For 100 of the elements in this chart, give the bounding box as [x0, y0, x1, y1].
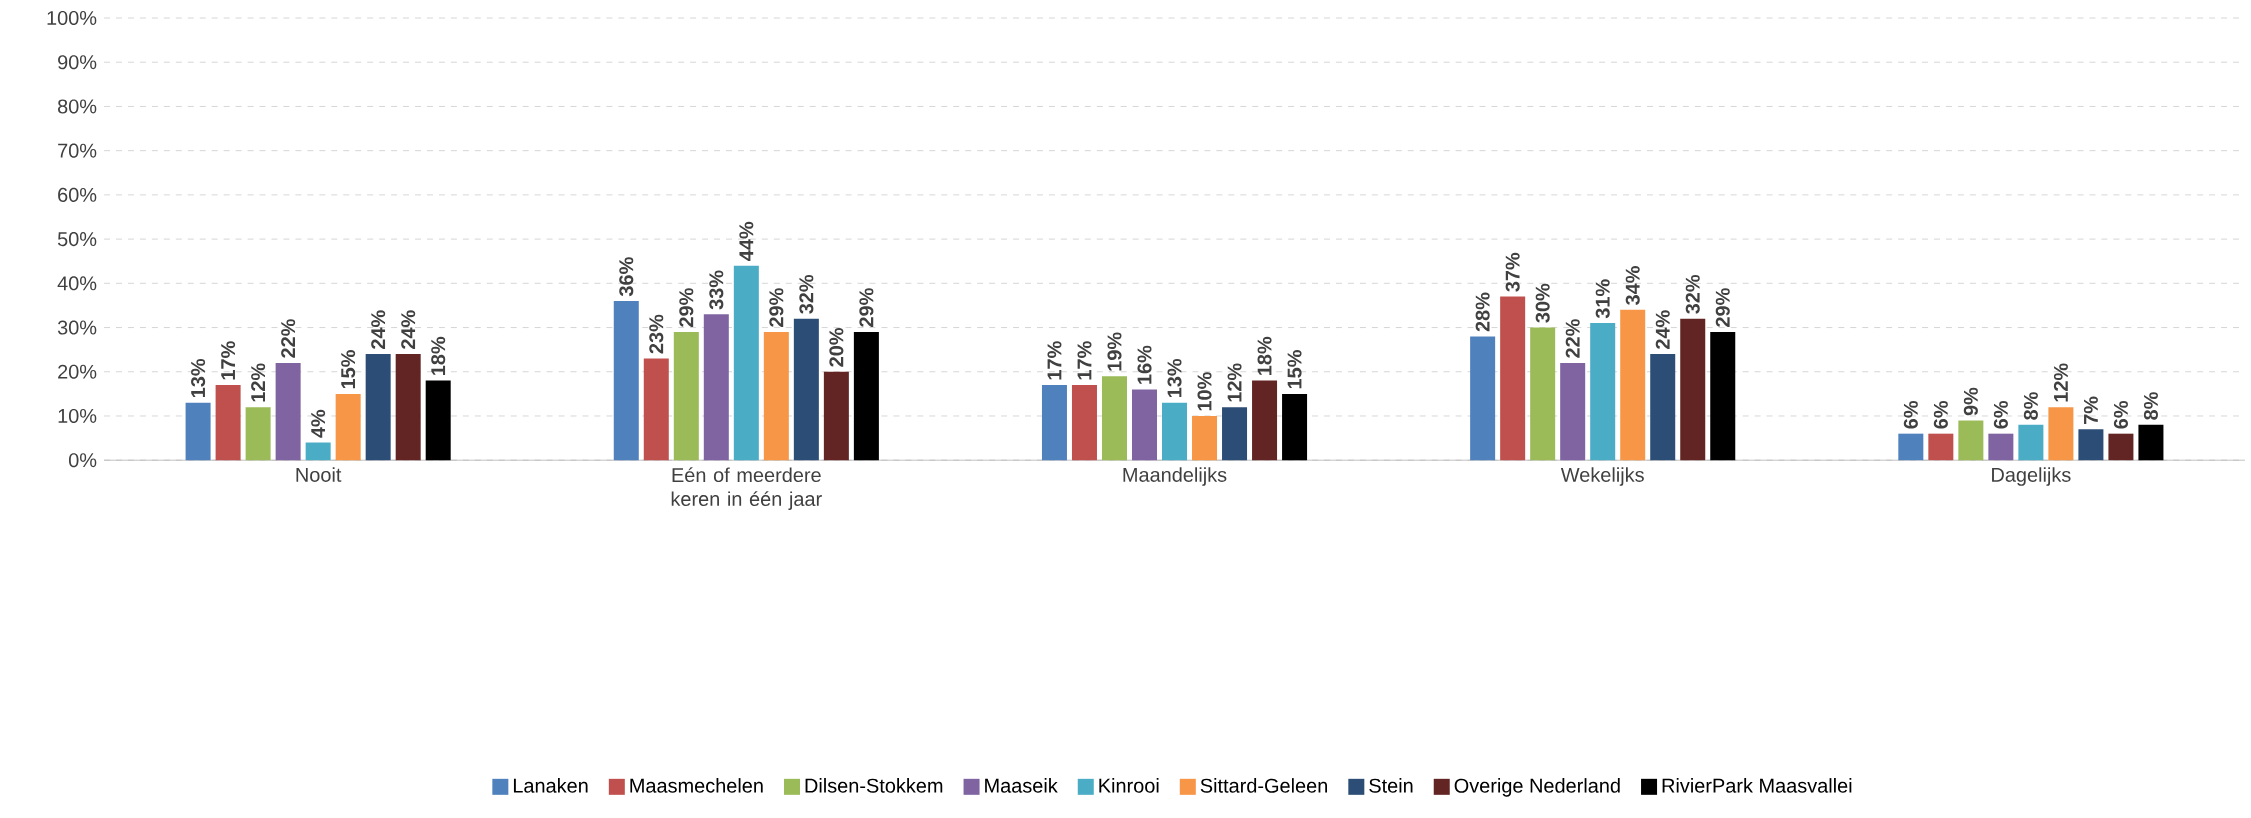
data-label: 19% — [1107, 332, 1122, 371]
legend-label: Maasmechelen — [630, 777, 763, 793]
bar — [853, 331, 879, 461]
bar — [245, 406, 271, 461]
bar — [395, 353, 421, 461]
bar — [275, 362, 301, 461]
data-label: 29% — [769, 288, 784, 327]
data-label: 8% — [2023, 391, 2038, 420]
bar — [1282, 393, 1308, 461]
bar — [1590, 322, 1616, 461]
bar — [763, 331, 789, 461]
y-tick-label: 70% — [58, 143, 97, 158]
bar — [2108, 433, 2134, 461]
data-label: 6% — [1933, 400, 1948, 429]
legend-label: Maaseik — [985, 777, 1058, 793]
bar — [1132, 389, 1158, 461]
y-tick-label: 20% — [58, 364, 97, 379]
bar — [1530, 327, 1556, 461]
bar — [1470, 336, 1496, 461]
bar — [733, 265, 759, 461]
bar — [1928, 433, 1954, 461]
data-label: 7% — [2083, 396, 2098, 424]
data-label: 13% — [191, 358, 206, 397]
data-label: 37% — [1505, 252, 1520, 292]
data-label: 12% — [1227, 363, 1242, 402]
legend-label: Sittard-Geleen — [1200, 777, 1328, 793]
data-label: 12% — [2053, 363, 2068, 402]
x-tick-label: Wekelijks — [1560, 467, 1644, 486]
bar — [335, 393, 361, 461]
legend-label: Lanaken — [513, 777, 588, 793]
data-label: 17% — [221, 341, 236, 380]
y-tick-label: 60% — [58, 187, 97, 202]
data-label: 29% — [859, 288, 874, 327]
bar — [823, 371, 849, 461]
data-label: 4% — [311, 409, 326, 438]
bar — [2018, 424, 2044, 461]
data-label: 6% — [1993, 400, 2008, 429]
data-label: 30% — [1535, 283, 1550, 323]
legend-label: Kinrooi — [1099, 777, 1159, 793]
y-tick-label: 50% — [57, 231, 97, 246]
data-label: 28% — [1475, 292, 1490, 332]
bar — [2048, 406, 2074, 461]
bar — [613, 300, 639, 461]
bar — [673, 331, 699, 461]
y-tick-label: 0% — [68, 452, 97, 468]
bar — [1500, 296, 1526, 461]
bar — [793, 318, 819, 461]
y-tick-label: 90% — [58, 55, 97, 70]
data-label: 34% — [1625, 265, 1640, 305]
y-tick-label: 80% — [57, 99, 97, 114]
legend-label: Dilsen-Stokkem — [805, 777, 943, 793]
bar — [1041, 384, 1067, 461]
bar — [365, 353, 391, 461]
bar — [1988, 433, 2014, 461]
bar — [2138, 424, 2164, 461]
x-tick-label: Nooit — [296, 467, 342, 482]
data-label: 29% — [679, 288, 694, 327]
data-label: 32% — [1685, 274, 1700, 314]
data-label: 36% — [619, 257, 634, 296]
bar — [1222, 406, 1248, 461]
data-label: 22% — [281, 318, 296, 358]
data-label: 29% — [1715, 288, 1730, 327]
bar — [1898, 433, 1924, 461]
data-label: 44% — [739, 221, 754, 261]
bar — [1252, 380, 1278, 461]
bar — [1958, 420, 1984, 461]
data-label: 8% — [2143, 391, 2158, 420]
data-label: 18% — [1257, 336, 1272, 375]
legend-label: Stein — [1369, 777, 1413, 793]
data-label: 17% — [1047, 341, 1062, 380]
data-label: 13% — [1167, 358, 1182, 397]
bar — [1680, 318, 1706, 461]
data-label: 24% — [401, 310, 416, 349]
x-tick-label: Dagelijks — [1992, 467, 2071, 486]
y-tick-label: 10% — [58, 408, 97, 423]
bar — [2078, 429, 2104, 461]
legend-label: RivierPark Maasvallei — [1662, 777, 1852, 793]
bar — [1071, 384, 1097, 461]
data-label: 24% — [371, 310, 386, 349]
bar — [1560, 362, 1586, 461]
bar — [185, 402, 211, 461]
data-label: 17% — [1077, 341, 1092, 380]
data-label: 31% — [1595, 279, 1610, 319]
data-label: 10% — [1197, 372, 1212, 411]
data-label: 22% — [1565, 318, 1580, 358]
data-label: 20% — [829, 327, 844, 367]
bar — [305, 442, 331, 461]
bar — [703, 314, 729, 461]
legend-label: Overige Nederland — [1454, 777, 1620, 797]
y-tick-label: 40% — [57, 276, 97, 291]
data-label: 6% — [2113, 400, 2128, 429]
bar — [1620, 309, 1646, 461]
data-label: 24% — [1655, 310, 1670, 349]
bar — [1101, 376, 1127, 461]
data-label: 16% — [1137, 345, 1152, 384]
bar — [215, 384, 241, 461]
bar — [425, 380, 451, 461]
data-label: 15% — [1287, 349, 1302, 389]
bar — [1162, 402, 1188, 461]
x-tick-label: Eén of meerdere keren in één jaar — [671, 467, 822, 510]
